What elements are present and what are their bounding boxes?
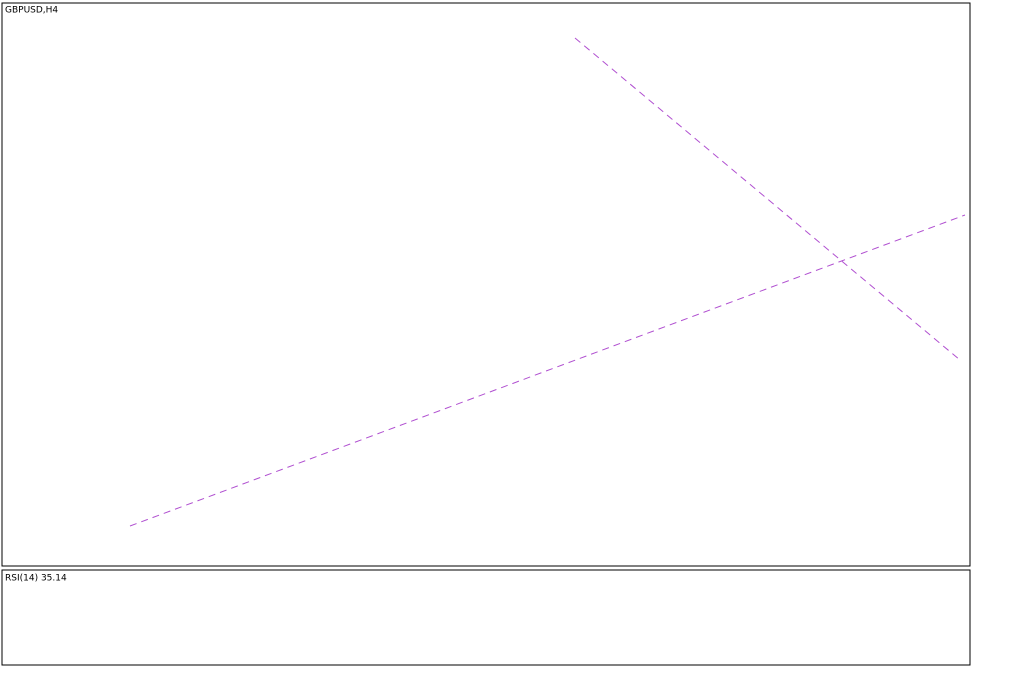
rsi-title: RSI(14) 35.14 (5, 574, 67, 584)
price-pane (1, 2, 971, 567)
rsi-pane (1, 569, 971, 666)
chart-title: GBPUSD,H4 (5, 6, 58, 16)
trend-line (129, 214, 966, 527)
